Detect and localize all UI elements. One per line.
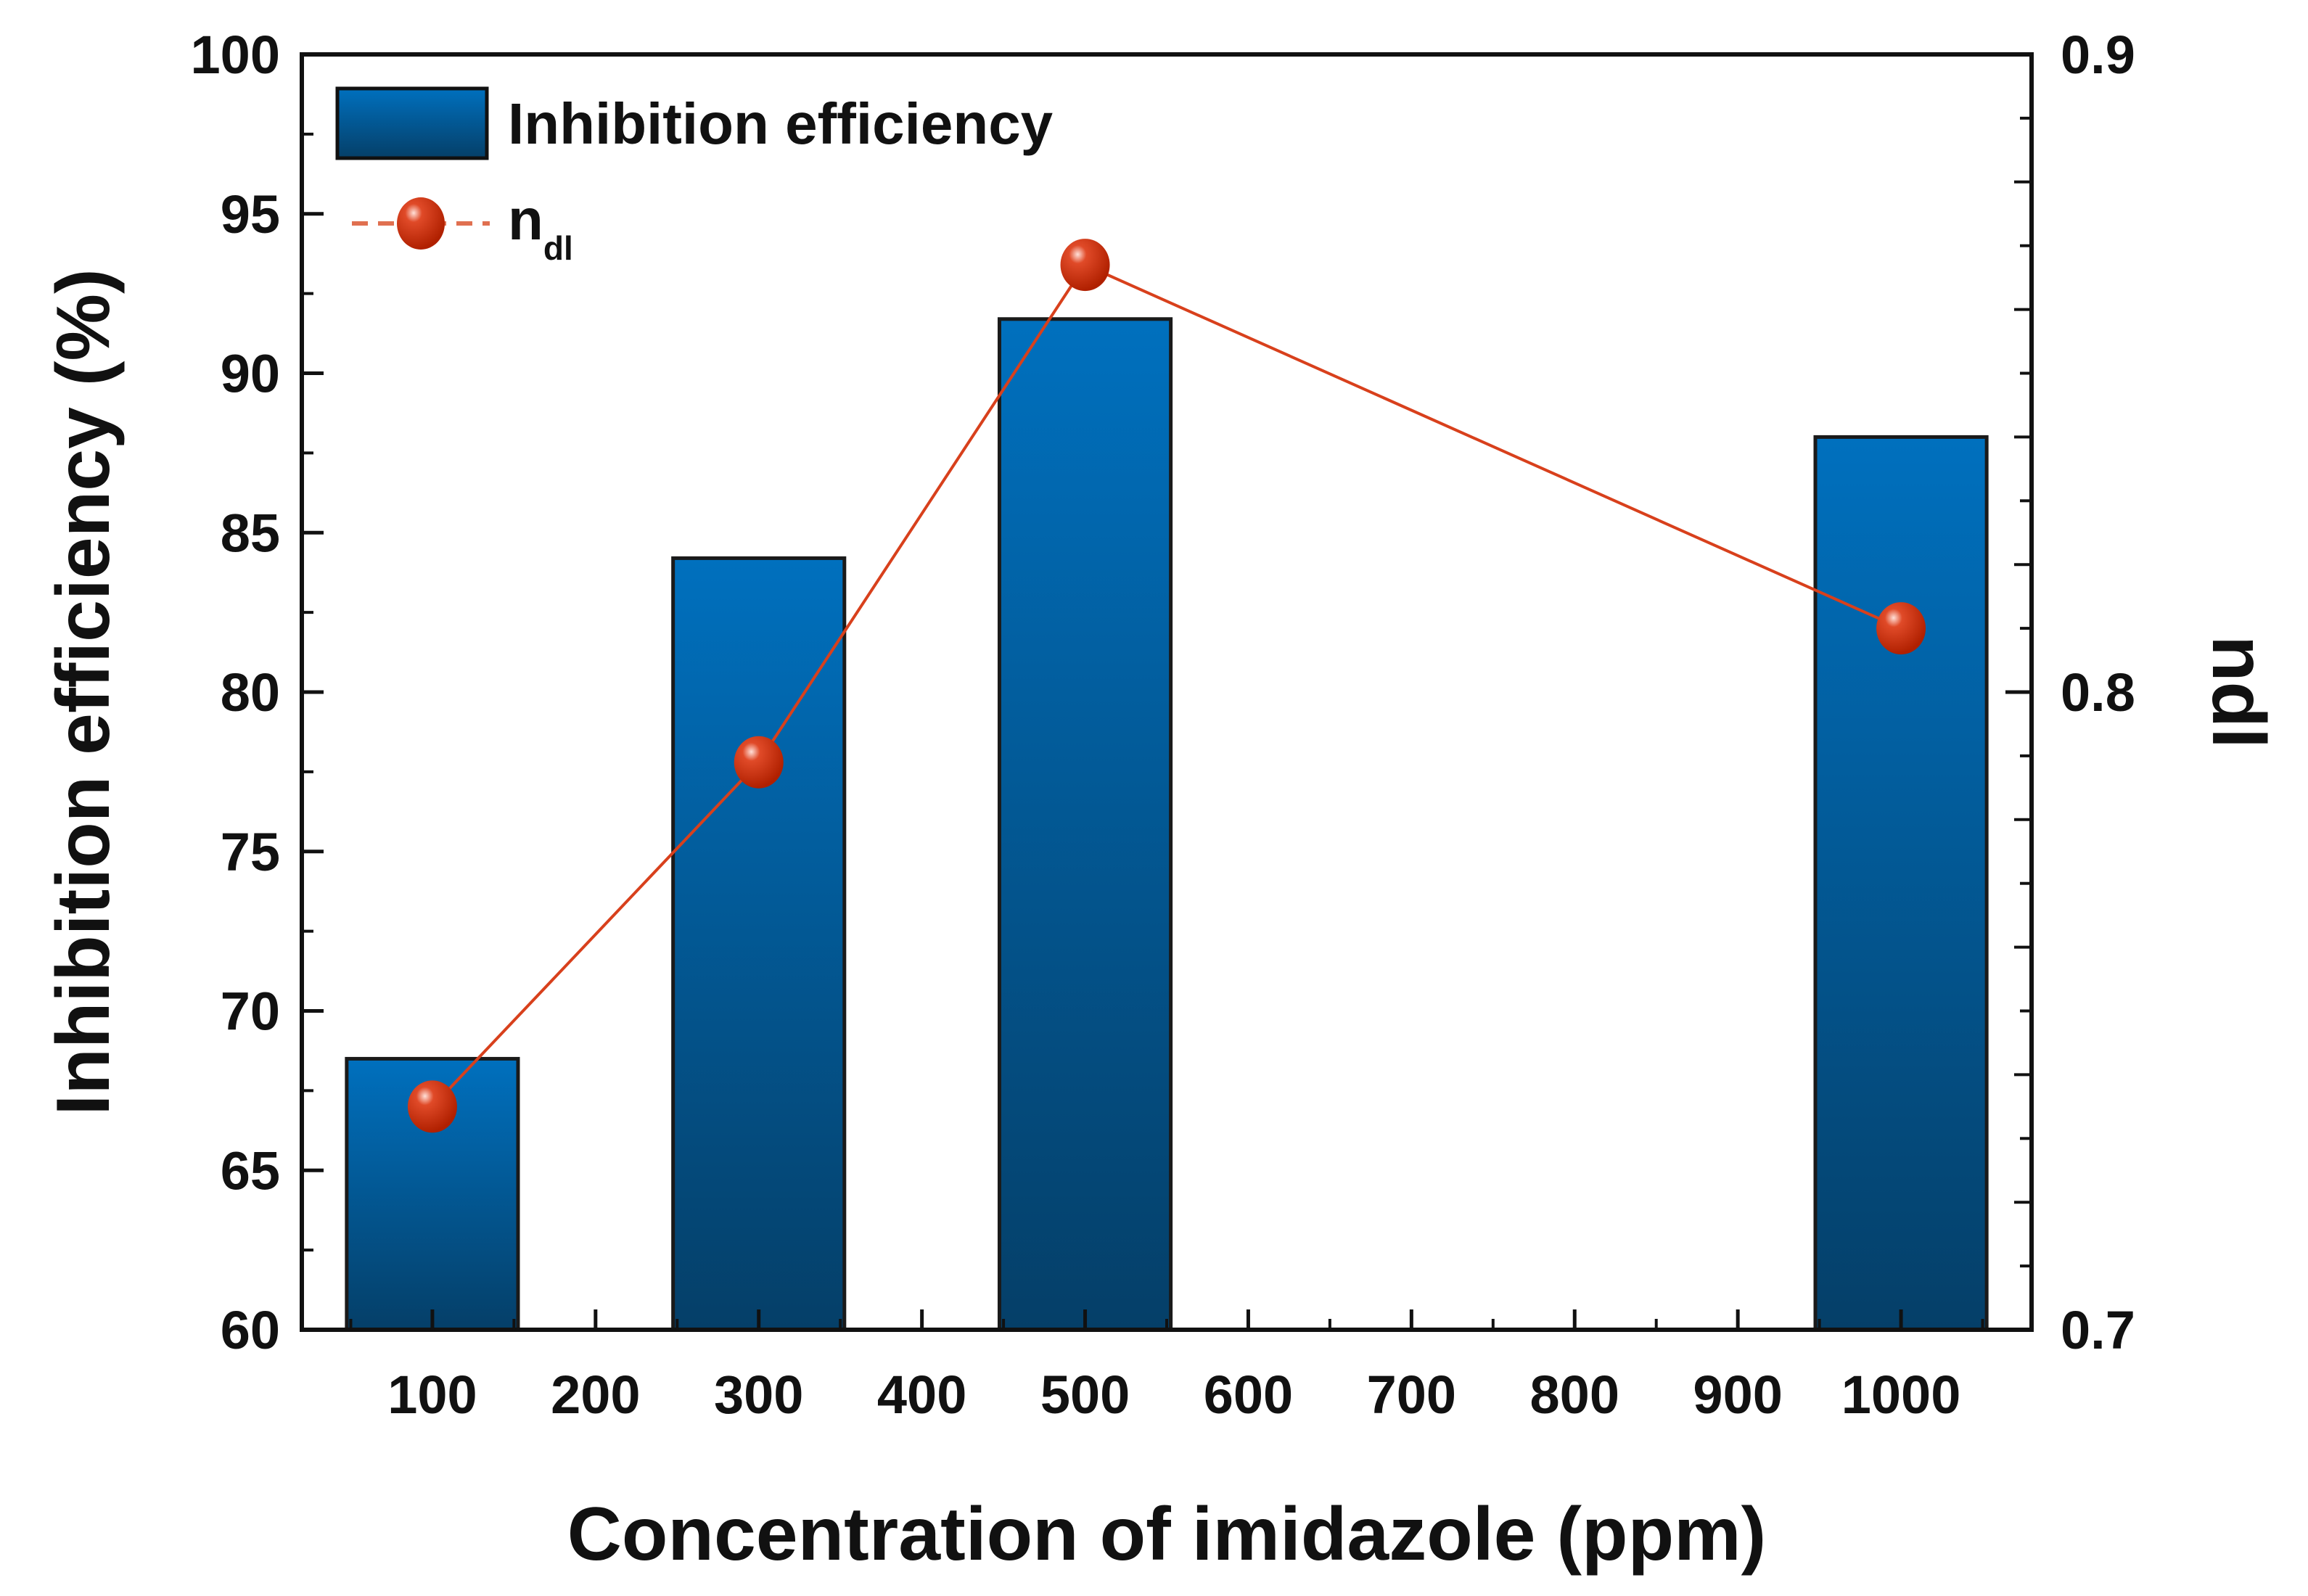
- y-tick-label: 60: [221, 1300, 280, 1360]
- bar: [1813, 435, 1989, 1332]
- ndl-point: [734, 736, 784, 789]
- y-tick-label: 65: [221, 1140, 280, 1201]
- x-tick-label: 100: [387, 1365, 477, 1425]
- y2-axis-label: ndl: [2196, 635, 2280, 749]
- x-tick-label: 500: [1040, 1365, 1130, 1425]
- x-tick-label: 600: [1204, 1365, 1293, 1425]
- x-tick-label: 300: [714, 1365, 803, 1425]
- x-tick-label: 1000: [1841, 1365, 1961, 1425]
- y-tick-label: 90: [221, 344, 280, 404]
- x-tick-label: 400: [877, 1365, 966, 1425]
- legend-marker: [397, 197, 445, 250]
- legend-label-line-sub: dl: [543, 229, 573, 267]
- ndl-point: [1876, 602, 1926, 655]
- x-tick-label: 800: [1530, 1365, 1619, 1425]
- y-axis-label: Inhibition efficiency (%): [41, 268, 126, 1115]
- x-tick-label: 200: [551, 1365, 640, 1425]
- y2-tick-label: 0.9: [2061, 25, 2135, 85]
- y-tick-label: 80: [221, 662, 280, 723]
- bar: [997, 317, 1173, 1332]
- x-tick-label: 900: [1693, 1365, 1782, 1425]
- legend: Inhibition efficiency ndl: [335, 86, 1054, 267]
- x-tick-label: 700: [1367, 1365, 1456, 1425]
- ndl-point: [407, 1080, 457, 1133]
- y-tick-label: 85: [221, 503, 280, 563]
- y-tick-label: 75: [221, 822, 280, 882]
- ndl-point: [1060, 239, 1110, 292]
- ndl-line: [431, 263, 1902, 1108]
- y-tick-label: 100: [191, 25, 280, 85]
- y2-tick-label: 0.8: [2061, 662, 2135, 723]
- legend-bar-swatch: [335, 86, 489, 160]
- legend-label-line-main: n: [508, 187, 543, 252]
- y-tick-label: 95: [221, 184, 280, 244]
- legend-label-line: ndl: [508, 187, 573, 267]
- y2-tick-label: 0.7: [2061, 1300, 2135, 1360]
- bar: [671, 556, 847, 1332]
- legend-label-bar: Inhibition efficiency: [508, 91, 1054, 156]
- x-axis-label: Concentration of imidazole (ppm): [567, 1492, 1766, 1576]
- y-tick-label: 70: [221, 982, 280, 1042]
